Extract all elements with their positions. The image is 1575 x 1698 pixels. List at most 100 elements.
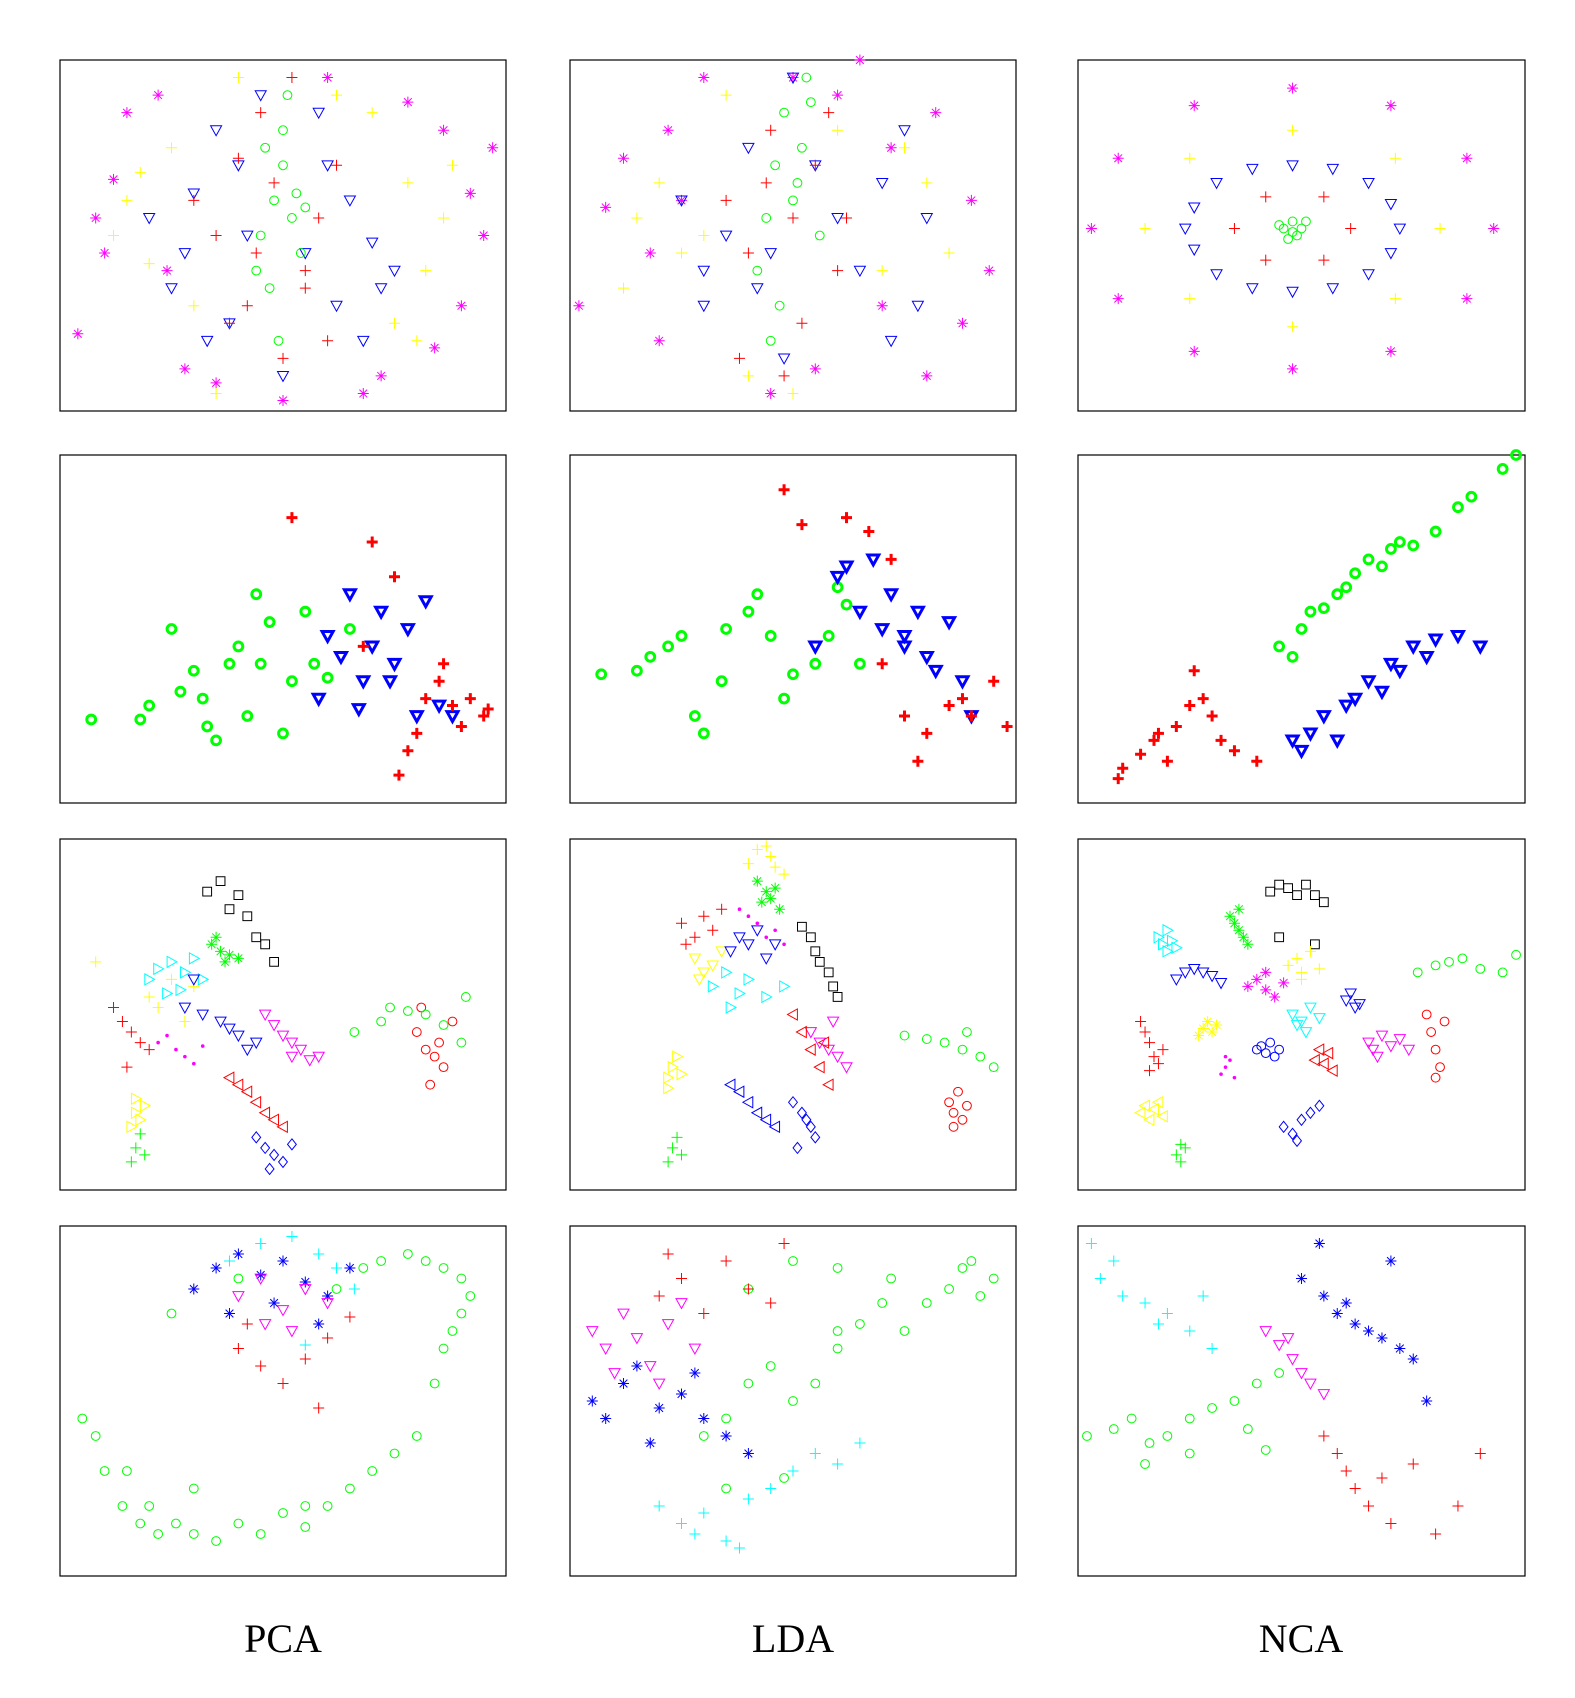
point	[1205, 970, 1219, 983]
point	[1347, 692, 1364, 708]
plot-frame	[59, 59, 507, 412]
plot-frame	[569, 838, 1017, 1191]
point	[446, 700, 458, 712]
point	[883, 588, 900, 603]
point	[809, 1448, 821, 1459]
point	[921, 177, 933, 189]
point	[805, 97, 816, 108]
point	[1287, 363, 1299, 375]
point	[254, 1273, 268, 1286]
point	[276, 1120, 288, 1134]
point	[345, 1483, 355, 1494]
point	[764, 248, 778, 260]
point	[832, 1263, 843, 1273]
point	[1170, 720, 1182, 732]
point	[374, 283, 388, 295]
point	[408, 710, 425, 725]
plot-frame	[1077, 838, 1526, 1191]
point	[165, 1033, 169, 1038]
point	[447, 1326, 458, 1336]
point	[232, 1248, 244, 1260]
point	[187, 188, 201, 200]
point	[944, 1284, 954, 1294]
point	[663, 1071, 675, 1085]
point	[1318, 897, 1329, 908]
point	[282, 90, 293, 100]
point	[1384, 1041, 1398, 1053]
point	[801, 72, 812, 83]
point	[1405, 640, 1422, 655]
point	[308, 657, 321, 670]
point	[313, 1318, 325, 1330]
point	[875, 177, 889, 190]
point	[1363, 1325, 1375, 1337]
point	[143, 258, 155, 270]
point	[166, 1308, 177, 1319]
point	[698, 1413, 710, 1424]
point	[676, 1388, 687, 1400]
point	[1162, 1431, 1173, 1441]
point	[1348, 1002, 1362, 1015]
point	[1188, 100, 1200, 112]
point	[269, 195, 279, 206]
point	[930, 107, 942, 119]
point	[1287, 216, 1298, 227]
point	[1242, 938, 1254, 950]
point	[1206, 1026, 1218, 1038]
point	[778, 1238, 790, 1249]
point	[697, 265, 711, 278]
point	[765, 387, 777, 399]
point	[1286, 1354, 1299, 1366]
point	[595, 668, 608, 681]
scatter-panel	[1077, 449, 1526, 804]
point	[817, 1036, 830, 1049]
point	[1452, 1500, 1464, 1512]
plot-frame	[569, 1225, 1017, 1577]
point	[1407, 1458, 1419, 1470]
point	[1313, 1013, 1326, 1025]
point	[478, 710, 490, 722]
point	[768, 1120, 781, 1134]
point	[1331, 1308, 1343, 1319]
point	[1286, 650, 1299, 663]
point	[1139, 1297, 1151, 1309]
point	[1304, 1378, 1317, 1391]
point	[1001, 720, 1013, 732]
point	[1188, 345, 1200, 357]
point	[224, 904, 235, 915]
point	[210, 387, 222, 399]
point	[357, 387, 369, 399]
point	[1260, 254, 1272, 266]
point	[720, 1535, 732, 1547]
point	[698, 910, 710, 922]
point	[1393, 223, 1407, 236]
point	[254, 90, 268, 102]
point	[108, 173, 120, 185]
point	[299, 605, 312, 618]
point	[389, 317, 400, 329]
point	[1082, 1431, 1092, 1441]
point	[742, 142, 755, 155]
point	[121, 194, 133, 206]
point	[1211, 1019, 1223, 1031]
point	[223, 317, 235, 329]
point	[770, 160, 781, 171]
point	[402, 1249, 413, 1259]
point	[240, 1085, 253, 1099]
point	[1151, 1095, 1164, 1109]
scatter-panel	[59, 59, 507, 412]
point	[1301, 879, 1311, 890]
point	[411, 727, 423, 739]
point	[957, 1044, 968, 1055]
point	[1269, 991, 1281, 1003]
point	[277, 1378, 289, 1389]
point	[456, 1273, 467, 1284]
point	[788, 1396, 798, 1406]
point	[1228, 222, 1240, 234]
point	[322, 335, 334, 347]
point	[787, 668, 799, 681]
point	[260, 1141, 271, 1155]
point	[276, 1305, 290, 1317]
point	[884, 335, 898, 348]
